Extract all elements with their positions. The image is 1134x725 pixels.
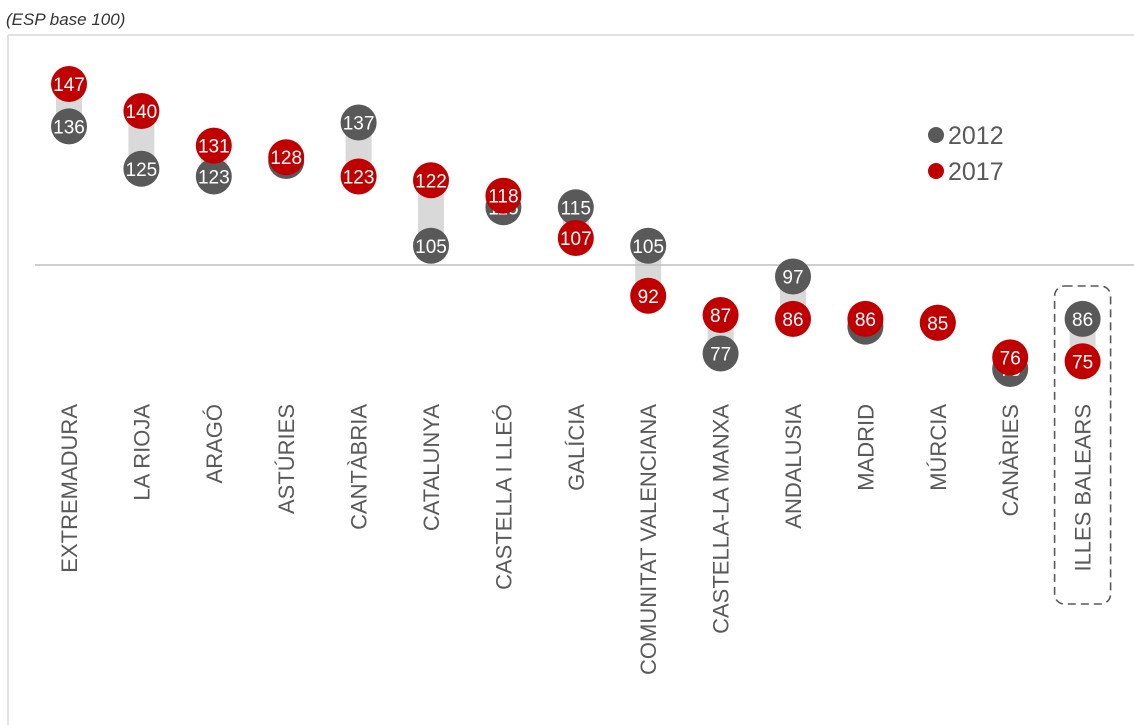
point-2012-extremadura — [51, 108, 87, 145]
value-label-2012-comunitat-valenciana: 105 — [632, 237, 664, 258]
value-label-2017-asturies: 128 — [270, 148, 302, 169]
value-label-2017-andalusia: 86 — [782, 310, 803, 331]
legend-marker-2017 — [928, 163, 944, 179]
value-label-2012-galicia: 115 — [561, 198, 591, 219]
value-label-2012-castella-la-manxa: 77 — [710, 345, 731, 366]
point-2012-castella-la-manxa — [702, 335, 739, 372]
category-label-murcia: MÚRCIA — [926, 404, 951, 491]
value-label-2017-castella-la-manxa: 87 — [710, 306, 731, 327]
category-label-canaries: CANÀRIES — [998, 404, 1023, 516]
value-label-2017-madrid: 86 — [855, 310, 876, 331]
category-label-asturies: ASTÚRIES — [274, 404, 299, 514]
point-2017-asturies — [268, 139, 305, 176]
category-label-galicia: GALÍCIA — [564, 404, 589, 491]
value-label-2017-murcia: 85 — [927, 314, 948, 335]
point-2012-illes-balears — [1064, 300, 1101, 337]
category-label-illes-balears: ILLES BALEARS — [1071, 404, 1096, 572]
point-2017-comunitat-valenciana — [630, 277, 667, 314]
point-2012-arago — [195, 158, 232, 195]
value-label-2017-arago: 131 — [198, 137, 230, 158]
highlight-box — [1053, 285, 1112, 605]
category-label-madrid: MADRID — [853, 404, 878, 491]
point-2017-murcia — [919, 304, 956, 341]
category-label-comunitat-valenciana: COMUNITAT VALENCIANA — [636, 404, 661, 675]
point-2017-extremadura — [51, 66, 87, 103]
value-label-2017-castella-i-lleo: 118 — [488, 187, 518, 208]
highlight-layer — [1053, 285, 1112, 605]
point-2017-castella-la-manxa — [702, 297, 739, 334]
value-label-2017-extremadura: 147 — [53, 75, 85, 96]
point-2012-cantabria — [340, 104, 377, 141]
category-label-castella-i-lleo: CASTELLA I LLEÓ — [491, 404, 516, 590]
data-points: 1361471251401231311271281371231051221151… — [51, 66, 1101, 387]
legend: 2012 2017 — [928, 122, 1004, 186]
value-label-2017-galicia: 107 — [560, 229, 592, 250]
value-label-2012-arago: 123 — [198, 167, 230, 188]
category-labels: EXTREMADURA LA RIOJA ARAGÓ ASTÚRIES CANTÀBRI… — [57, 404, 1096, 675]
category-label-andalusia: ANDALUSIA — [781, 404, 806, 529]
category-label-catalunya: CATALUNYA — [419, 404, 444, 531]
point-2012-andalusia — [775, 258, 811, 295]
chart-subtitle: (ESP base 100) — [6, 10, 126, 29]
point-2012-galicia — [557, 189, 594, 226]
value-label-2012-andalusia: 97 — [782, 268, 803, 289]
value-label-2012-extremadura: 136 — [53, 117, 85, 138]
legend-label-2012: 2012 — [948, 122, 1004, 150]
point-2017-madrid — [847, 300, 884, 337]
point-2012-catalunya — [413, 227, 449, 264]
value-label-2017-cantabria: 123 — [343, 167, 375, 188]
point-2017-catalunya — [413, 162, 449, 199]
value-label-2012-la-rioja: 125 — [126, 160, 158, 181]
legend-label-2017: 2017 — [948, 158, 1004, 186]
point-2017-cantabria — [340, 158, 377, 195]
point-2017-illes-balears — [1064, 343, 1101, 380]
value-label-2017-la-rioja: 140 — [126, 102, 158, 123]
value-label-2017-comunitat-valenciana: 92 — [638, 287, 659, 308]
value-label-2012-cantabria: 137 — [343, 114, 375, 135]
point-2017-galicia — [557, 220, 594, 257]
category-label-extremadura: EXTREMADURA — [57, 404, 82, 573]
legend-marker-2012 — [928, 127, 944, 143]
value-label-2017-canaries: 76 — [1000, 348, 1021, 369]
point-2012-la-rioja — [123, 150, 160, 187]
point-2017-canaries — [992, 339, 1029, 376]
value-label-2012-illes-balears: 86 — [1072, 310, 1093, 331]
category-label-castella-la-manxa: CASTELLA-LA MANXA — [709, 404, 734, 634]
point-2017-la-rioja — [123, 93, 160, 129]
value-label-2012-catalunya: 105 — [415, 237, 447, 258]
point-2017-arago — [195, 127, 232, 164]
value-label-2017-illes-balears: 75 — [1072, 352, 1093, 373]
category-label-la-rioja: LA RIOJA — [129, 404, 154, 501]
value-label-2017-catalunya: 122 — [415, 171, 447, 192]
category-label-arago: ARAGÓ — [202, 404, 227, 483]
category-label-cantabria: CANTÀBRIA — [347, 404, 372, 530]
point-2017-castella-i-lleo — [485, 177, 522, 214]
point-2017-andalusia — [775, 300, 811, 337]
point-2012-comunitat-valenciana — [630, 227, 667, 264]
